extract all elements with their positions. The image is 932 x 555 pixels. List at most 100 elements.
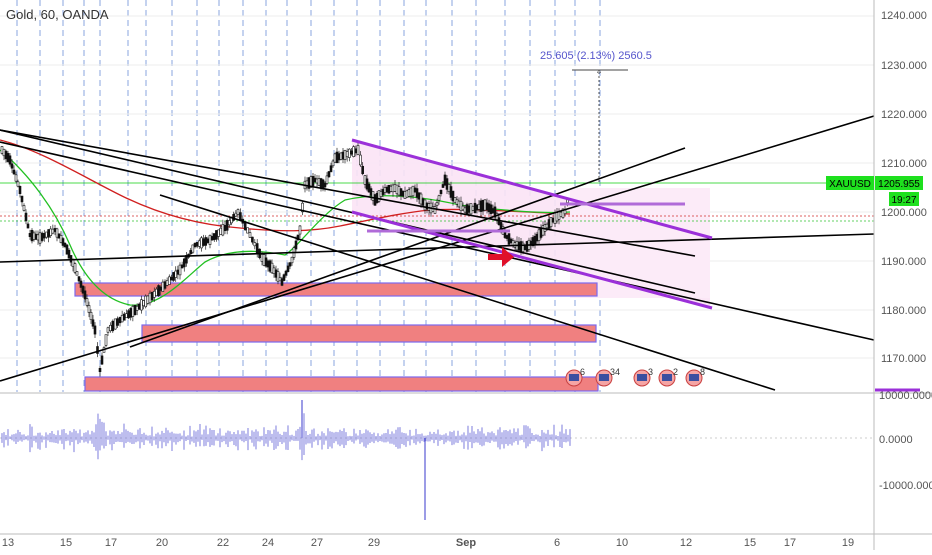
symbol-tag-box (826, 176, 874, 190)
candle-body (113, 318, 117, 330)
candle-body (6, 153, 10, 162)
time-label: 13 (2, 537, 14, 549)
countdown-tag-box (889, 192, 919, 206)
candle-body (155, 288, 158, 297)
candle-body (135, 305, 139, 311)
candle-body (296, 234, 300, 241)
event-count: 34 (610, 367, 620, 377)
candle-body (236, 209, 240, 215)
indicator-label: 0.0000 (879, 434, 913, 446)
time-label: 17 (105, 537, 117, 549)
price-label: 1170.000 (881, 353, 926, 365)
candle-body (329, 165, 333, 173)
flag-icon (662, 374, 672, 381)
ma-slow-red (0, 139, 571, 232)
event-flag[interactable]: 34 (595, 367, 620, 387)
candle-body (439, 189, 443, 195)
candle-body (221, 224, 225, 236)
candle-body (352, 146, 355, 157)
candle-body (98, 367, 102, 373)
price-label: 1190.000 (881, 256, 926, 268)
candle-body (433, 206, 437, 214)
candle-body (361, 165, 364, 175)
channel-upper-line[interactable] (351, 138, 713, 240)
indicator-pane[interactable] (0, 394, 874, 534)
candle-body (63, 242, 67, 248)
candle-body (157, 285, 160, 296)
candle-body (301, 202, 304, 213)
candle-body (215, 230, 218, 240)
event-flag[interactable]: 6 (565, 367, 585, 387)
candle-body (435, 202, 439, 206)
time-label: 27 (311, 537, 323, 549)
ma-fast-green (0, 149, 571, 306)
candle-body (202, 238, 205, 246)
trend-line-f[interactable] (129, 147, 686, 348)
price-axis[interactable]: 1240.000 1230.000 1220.000 1210.000 1200… (881, 10, 927, 365)
candle-body (182, 258, 186, 268)
price-label: 1210.000 (881, 158, 927, 170)
candle-body (174, 270, 178, 278)
candle-body (195, 242, 199, 247)
candle-body (150, 291, 154, 301)
price-label: 1200.000 (881, 207, 927, 219)
candle-body (81, 285, 85, 294)
trend-line-a[interactable] (0, 129, 696, 257)
candle-body (219, 227, 223, 235)
candle-body (111, 320, 115, 332)
flag-icon (689, 374, 699, 381)
candle-body (253, 242, 257, 247)
candle-body (2, 148, 6, 157)
time-label: 12 (680, 537, 692, 549)
trend-line-b[interactable] (0, 129, 696, 294)
candle-body (45, 231, 48, 238)
event-count: 2 (673, 367, 678, 377)
trend-line-c[interactable] (0, 141, 875, 341)
candle-body (239, 212, 242, 221)
candle-body (140, 299, 143, 311)
time-label: 15 (744, 537, 756, 549)
candle-body (331, 160, 335, 167)
candle-body (217, 229, 220, 237)
candle-body (131, 306, 135, 317)
candle-body (189, 250, 193, 255)
candle-body (223, 224, 227, 232)
price-label: 1180.000 (881, 305, 926, 317)
red-arrow-icon (488, 247, 514, 267)
candle-body (251, 236, 254, 243)
candle-body (73, 263, 77, 273)
candle-body (284, 270, 288, 276)
time-axis[interactable]: 13 15 17 20 22 24 27 29 Sep 6 10 12 15 1… (2, 537, 854, 549)
candle-body (170, 276, 173, 281)
candle-body (172, 272, 175, 281)
candle-body (14, 174, 18, 182)
candle-body (75, 271, 79, 276)
candle-body (79, 280, 83, 288)
candle-body (55, 228, 59, 238)
indicator-axis[interactable]: 10000.0000 0.0000 -10000.0000 (879, 390, 932, 492)
candle-body (165, 280, 169, 286)
candle-body (276, 271, 280, 282)
candle-body (67, 249, 71, 259)
candle-body (350, 150, 353, 155)
candle-body (197, 240, 201, 247)
candle-body (354, 148, 358, 154)
event-flag[interactable]: 2 (658, 367, 678, 387)
trend-line-g[interactable] (0, 233, 875, 263)
event-flag[interactable]: 8 (685, 367, 705, 387)
candle-body (348, 148, 351, 158)
channel-lower-line[interactable] (351, 210, 713, 310)
indicator-label: 10000.0000 (879, 390, 932, 402)
candle-body (104, 334, 108, 346)
economic-events[interactable]: 6 34 3 2 8 (565, 367, 705, 387)
trend-line-d[interactable] (159, 194, 776, 391)
candle-body (40, 232, 44, 241)
zone-box-2[interactable] (141, 324, 597, 343)
event-flag[interactable]: 3 (633, 367, 653, 387)
flag-icon (569, 374, 579, 381)
zone-box-3[interactable] (84, 376, 599, 392)
chart-title[interactable]: Gold, 60, OANDA (6, 7, 109, 22)
candle-body (16, 181, 20, 187)
